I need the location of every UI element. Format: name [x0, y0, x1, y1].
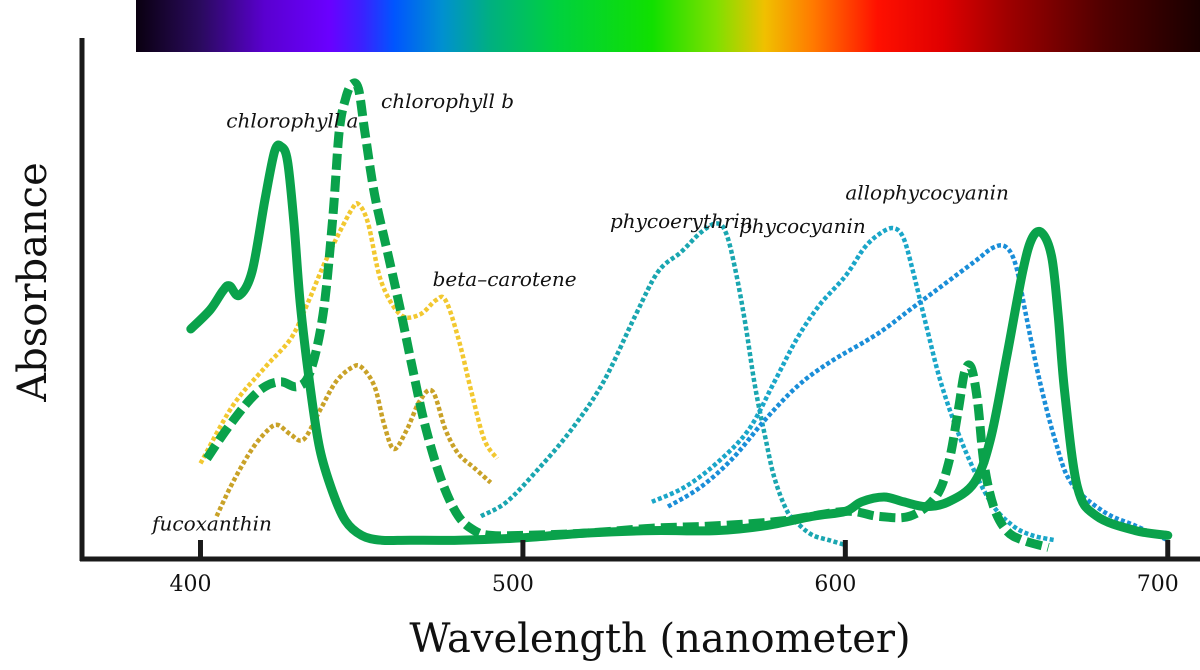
curve-label-phycoerythrin: phycoerythrin	[610, 209, 753, 233]
absorbance-curves	[186, 78, 1173, 552]
curve-label-phycocyanin: phycocyanin	[739, 214, 866, 238]
series-line-allophycocyanin	[666, 243, 1169, 543]
series-line-beta-carotene	[198, 201, 499, 465]
curve-label-beta-carotene: beta–carotene	[433, 267, 577, 291]
series-line-fucoxanthin	[214, 363, 493, 518]
series-line-phycocyanin	[650, 225, 1056, 543]
x-axis-ticks: 400 500 600 700	[169, 540, 1179, 597]
series-line-chlorophyll-b	[203, 78, 1050, 552]
x-tick-label: 600	[814, 572, 856, 597]
x-axis-title: Wavelength (nanometer)	[409, 616, 910, 662]
curve-label-allophycocyanin: allophycocyanin	[845, 180, 1009, 204]
x-tick-label: 500	[492, 572, 534, 597]
curve-label-fucoxanthin: fucoxanthin	[150, 512, 272, 536]
visible-spectrum-bar	[136, 0, 1200, 52]
x-tick-label: 700	[1137, 572, 1179, 597]
y-axis-title: Absorbance	[10, 162, 56, 403]
curve-label-chlorophyll-a: chlorophyll a	[226, 108, 358, 132]
curve-label-chlorophyll-b: chlorophyll b	[381, 89, 514, 113]
x-tick-label: 400	[169, 572, 211, 597]
curve-labels: chlorophyll a chlorophyll b beta–carotene f…	[150, 89, 1009, 535]
